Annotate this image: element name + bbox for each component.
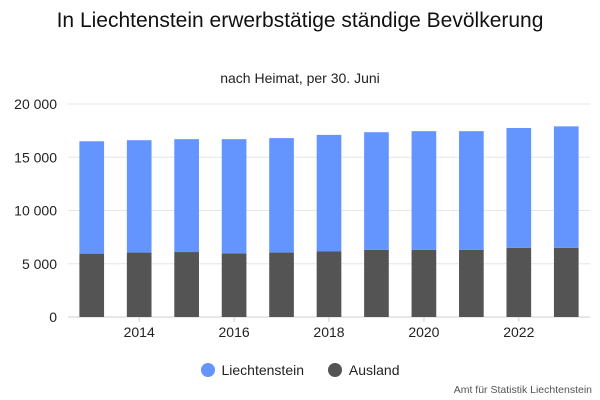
bar-ausland[interactable] [506,247,532,317]
legend-item-liechtenstein[interactable]: Liechtenstein [200,362,305,378]
x-tick-label: 2014 [124,324,155,340]
bar-liechtenstein[interactable] [364,132,389,250]
x-tick-label: 2016 [219,324,250,340]
bar-liechtenstein[interactable] [459,131,484,250]
legend-item-ausland[interactable]: Ausland [327,362,400,378]
bar-ausland[interactable] [411,249,437,317]
y-tick-label: 0 [49,309,57,325]
bar-ausland[interactable] [459,249,484,317]
bar-ausland[interactable] [316,251,342,317]
y-tick-label: 20 000 [14,96,57,112]
chart-subtitle: nach Heimat, per 30. Juni [220,70,380,86]
y-tick-label: 5 000 [22,256,57,272]
chart-title: In Liechtenstein erwerbstätige ständige … [56,9,544,32]
legend: Liechtenstein Ausland [0,362,600,380]
bar-ausland[interactable] [126,252,152,317]
bar-liechtenstein[interactable] [174,139,199,253]
bar-ausland[interactable] [364,249,389,317]
x-tick-label: 2018 [313,324,344,340]
legend-swatch-liechtenstein [200,363,215,377]
legend-label-liechtenstein: Liechtenstein [221,362,305,378]
source-credit: Amt für Statistik Liechtenstein [453,384,592,396]
bar-ausland[interactable] [221,253,247,317]
bar-liechtenstein[interactable] [221,139,247,254]
bar-ausland[interactable] [174,252,199,317]
bar-ausland[interactable] [553,247,579,317]
y-tick-label: 10 000 [14,203,57,219]
legend-swatch-ausland [327,363,342,377]
bar-ausland[interactable] [79,253,105,317]
bar-liechtenstein[interactable] [269,138,294,253]
x-tick-label: 2020 [408,324,439,340]
legend-label-ausland: Ausland [348,362,400,378]
bar-liechtenstein[interactable] [411,131,437,250]
y-tick-label: 15 000 [14,149,57,165]
bar-liechtenstein[interactable] [553,126,579,248]
bar-liechtenstein[interactable] [126,140,152,253]
bar-liechtenstein[interactable] [79,141,105,254]
bar-liechtenstein[interactable] [506,127,532,248]
bar-ausland[interactable] [269,252,294,317]
x-tick-label: 2022 [503,324,534,340]
bar-liechtenstein[interactable] [316,134,342,252]
